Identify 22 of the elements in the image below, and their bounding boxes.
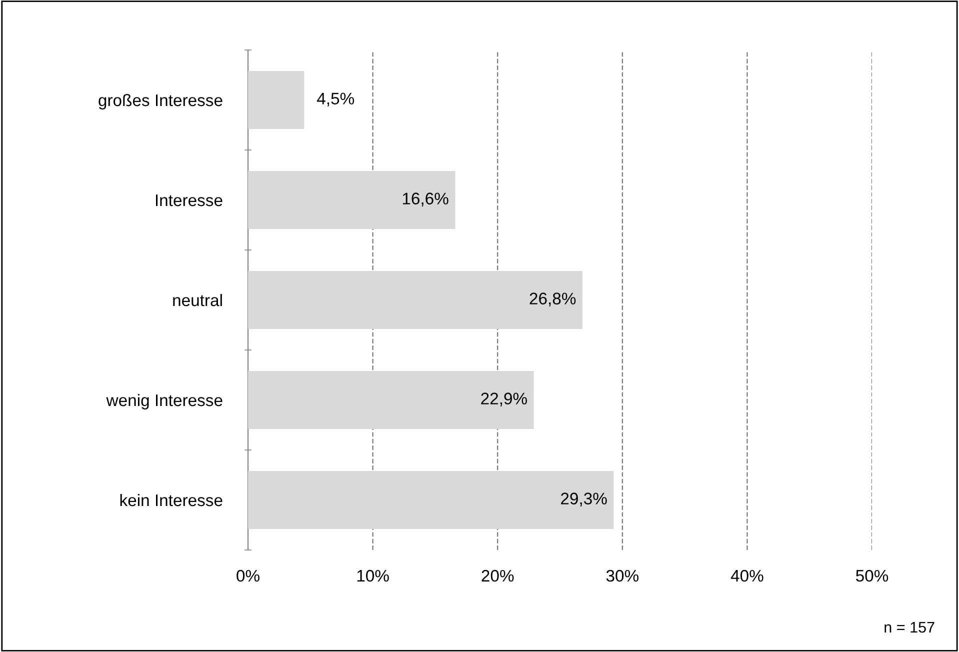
data-label: 29,3% [561, 492, 607, 506]
x-tick-label: 40% [730, 570, 764, 582]
x-tick-label: 10% [357, 570, 389, 582]
data-label: 4,5% [317, 92, 354, 106]
x-tick-label: 30% [606, 570, 638, 582]
x-tick-label: 20% [482, 570, 514, 582]
bar [248, 471, 614, 529]
y-tick-label: wenig Interesse [106, 394, 222, 410]
y-tick-label: Interesse [156, 194, 222, 206]
x-tick-label: 50% [856, 570, 888, 582]
text: n = 157 [884, 622, 934, 633]
data-label: 22,9% [481, 392, 527, 406]
bar [248, 371, 534, 429]
y-tick-label: kein Interesse [120, 494, 222, 506]
y-tick-label: großes Interesse [98, 94, 222, 110]
bar [248, 271, 582, 329]
data-label: 16,6% [402, 192, 448, 206]
data-label: 26,8% [530, 292, 576, 306]
bar [248, 71, 304, 129]
x-tick-label: 0% [236, 570, 260, 582]
y-tick-label: neutral [173, 294, 222, 306]
bar [248, 171, 456, 229]
